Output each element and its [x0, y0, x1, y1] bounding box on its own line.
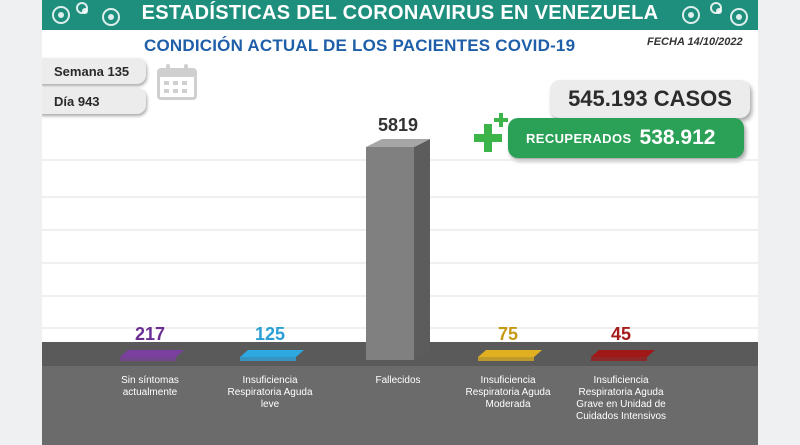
data-label: 75: [498, 324, 518, 344]
category-label: Respiratoria Aguda: [578, 387, 663, 398]
recovered-value: 538.912: [639, 126, 716, 149]
category-label: Insuficiencia: [593, 375, 648, 386]
bar-front: [591, 357, 647, 361]
page-title: ESTADÍSTICAS DEL CORONAVIRUS EN VENEZUEL…: [141, 2, 659, 24]
bar-front: [478, 357, 534, 361]
week-label: Semana 135: [54, 63, 130, 79]
bar-side: [414, 139, 430, 360]
bar-top: [366, 139, 430, 147]
category-label: Insuficiencia: [480, 375, 535, 386]
recovered-badge: RECUPERADOS 538.912: [508, 118, 744, 158]
category-label: leve: [261, 399, 280, 410]
category-label: actualmente: [123, 387, 178, 398]
bar: [120, 350, 184, 357]
data-label: 125: [255, 324, 285, 344]
category-label: Fallecidos: [375, 375, 420, 386]
bar-front: [120, 357, 176, 361]
day-badge: Día 943: [42, 88, 146, 114]
category-label: Moderada: [485, 399, 530, 410]
category-label: Insuficiencia: [242, 375, 297, 386]
total-cases-badge: 545.193 CASOS: [550, 80, 750, 118]
bar-front: [240, 357, 296, 361]
category-label: Respiratoria Aguda: [465, 387, 550, 398]
page-subtitle: CONDICIÓN ACTUAL DE LOS PACIENTES COVID-…: [144, 36, 576, 55]
data-label: 45: [611, 324, 631, 344]
panel: ESTADÍSTICAS DEL CORONAVIRUS EN VENEZUEL…: [42, 0, 758, 445]
plus-icon: [474, 124, 502, 152]
virus-icon: [102, 8, 120, 26]
category-label: Respiratoria Aguda: [227, 387, 312, 398]
virus-icon: [682, 6, 700, 24]
bar-fallecidos: [366, 147, 414, 360]
virus-icon: [710, 2, 722, 14]
calendar-icon: [157, 64, 197, 100]
category-label: Cuidados Intensivos: [576, 411, 666, 422]
data-label: 217: [135, 324, 165, 344]
date-label: FECHA 14/10/2022: [647, 36, 743, 48]
bar: [478, 350, 542, 357]
day-label: Día 943: [54, 93, 100, 109]
virus-icon: [52, 6, 70, 24]
category-panel: [42, 366, 758, 445]
total-cases-value: 545.193 CASOS: [568, 86, 732, 111]
virus-icon: [730, 8, 748, 26]
category-label: Sin síntomas: [121, 375, 179, 386]
virus-icon: [76, 2, 88, 14]
recovered-label: RECUPERADOS: [526, 130, 632, 146]
title-band: ESTADÍSTICAS DEL CORONAVIRUS EN VENEZUEL…: [42, 0, 758, 30]
bar: [591, 350, 655, 357]
bar: [240, 350, 304, 357]
category-label: Grave en Unidad de: [576, 399, 666, 410]
plus-icon: [494, 113, 508, 127]
week-badge: Semana 135: [42, 58, 146, 84]
data-label: 5819: [378, 115, 418, 135]
